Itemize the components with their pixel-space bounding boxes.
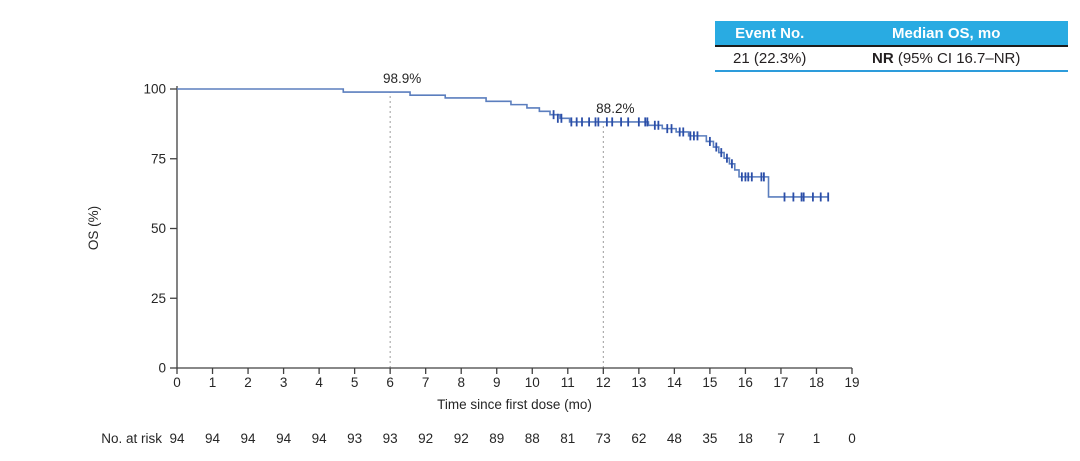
risk-value: 18: [738, 431, 753, 446]
y-tick-label: 50: [151, 221, 166, 236]
risk-value: 94: [205, 431, 221, 446]
y-axis-title: OS (%): [86, 206, 101, 250]
summary-event-no-value: 21 (22.3%): [733, 50, 807, 67]
risk-value: 73: [596, 431, 611, 446]
landmark-label: 98.9%: [383, 71, 421, 86]
x-tick-label: 7: [422, 375, 430, 390]
risk-value: 62: [631, 431, 646, 446]
x-tick-label: 19: [844, 375, 859, 390]
x-tick-label: 14: [667, 375, 683, 390]
y-tick-label: 0: [158, 361, 166, 376]
x-tick-label: 9: [493, 375, 501, 390]
x-tick-label: 17: [773, 375, 788, 390]
x-axis-title: Time since first dose (mo): [437, 397, 592, 412]
risk-value: 89: [489, 431, 504, 446]
risk-value: 94: [241, 431, 257, 446]
risk-value: 92: [454, 431, 469, 446]
risk-value: 1: [813, 431, 821, 446]
x-tick-label: 11: [561, 375, 575, 390]
x-tick-label: 3: [280, 375, 288, 390]
x-tick-label: 15: [702, 375, 717, 390]
y-tick-label: 75: [151, 151, 166, 166]
summary-table-header: Event No. Median OS, mo: [715, 21, 1068, 47]
risk-value: 35: [702, 431, 717, 446]
risk-value: 93: [347, 431, 362, 446]
risk-value: 81: [560, 431, 575, 446]
summary-table: Event No. Median OS, mo 21 (22.3%) NR (9…: [715, 21, 1068, 72]
x-tick-label: 12: [596, 375, 611, 390]
x-tick-label: 4: [315, 375, 323, 390]
risk-value: 94: [312, 431, 328, 446]
summary-table-data-row: 21 (22.3%) NR (95% CI 16.7–NR): [715, 47, 1068, 72]
risk-value: 92: [418, 431, 433, 446]
x-tick-label: 2: [244, 375, 252, 390]
x-tick-label: 18: [809, 375, 824, 390]
x-tick-label: 10: [525, 375, 540, 390]
km-curve: [177, 88, 829, 198]
x-tick-label: 13: [631, 375, 646, 390]
risk-value: 0: [848, 431, 856, 446]
x-tick-label: 8: [457, 375, 465, 390]
y-tick-label: 25: [151, 291, 166, 306]
x-tick-label: 6: [386, 375, 394, 390]
summary-header-event-no: Event No.: [735, 24, 805, 42]
risk-value: 88: [525, 431, 540, 446]
x-tick-label: 5: [351, 375, 359, 390]
x-tick-label: 16: [738, 375, 753, 390]
landmark-label: 88.2%: [596, 101, 634, 116]
risk-value: 48: [667, 431, 682, 446]
summary-median-os-value: NR (95% CI 16.7–NR): [824, 50, 1068, 67]
summary-header-median-os: Median OS, mo: [892, 24, 1001, 42]
risk-label: No. at risk: [101, 431, 162, 446]
risk-value: 7: [777, 431, 785, 446]
x-tick-label: 0: [173, 375, 181, 390]
x-tick-label: 1: [209, 375, 217, 390]
median-os-nr-bold: NR: [872, 50, 894, 67]
y-tick-label: 100: [143, 82, 166, 97]
risk-value: 94: [169, 431, 185, 446]
median-os-ci-text: (95% CI 16.7–NR): [893, 50, 1021, 67]
risk-value: 94: [276, 431, 292, 446]
risk-value: 93: [383, 431, 398, 446]
